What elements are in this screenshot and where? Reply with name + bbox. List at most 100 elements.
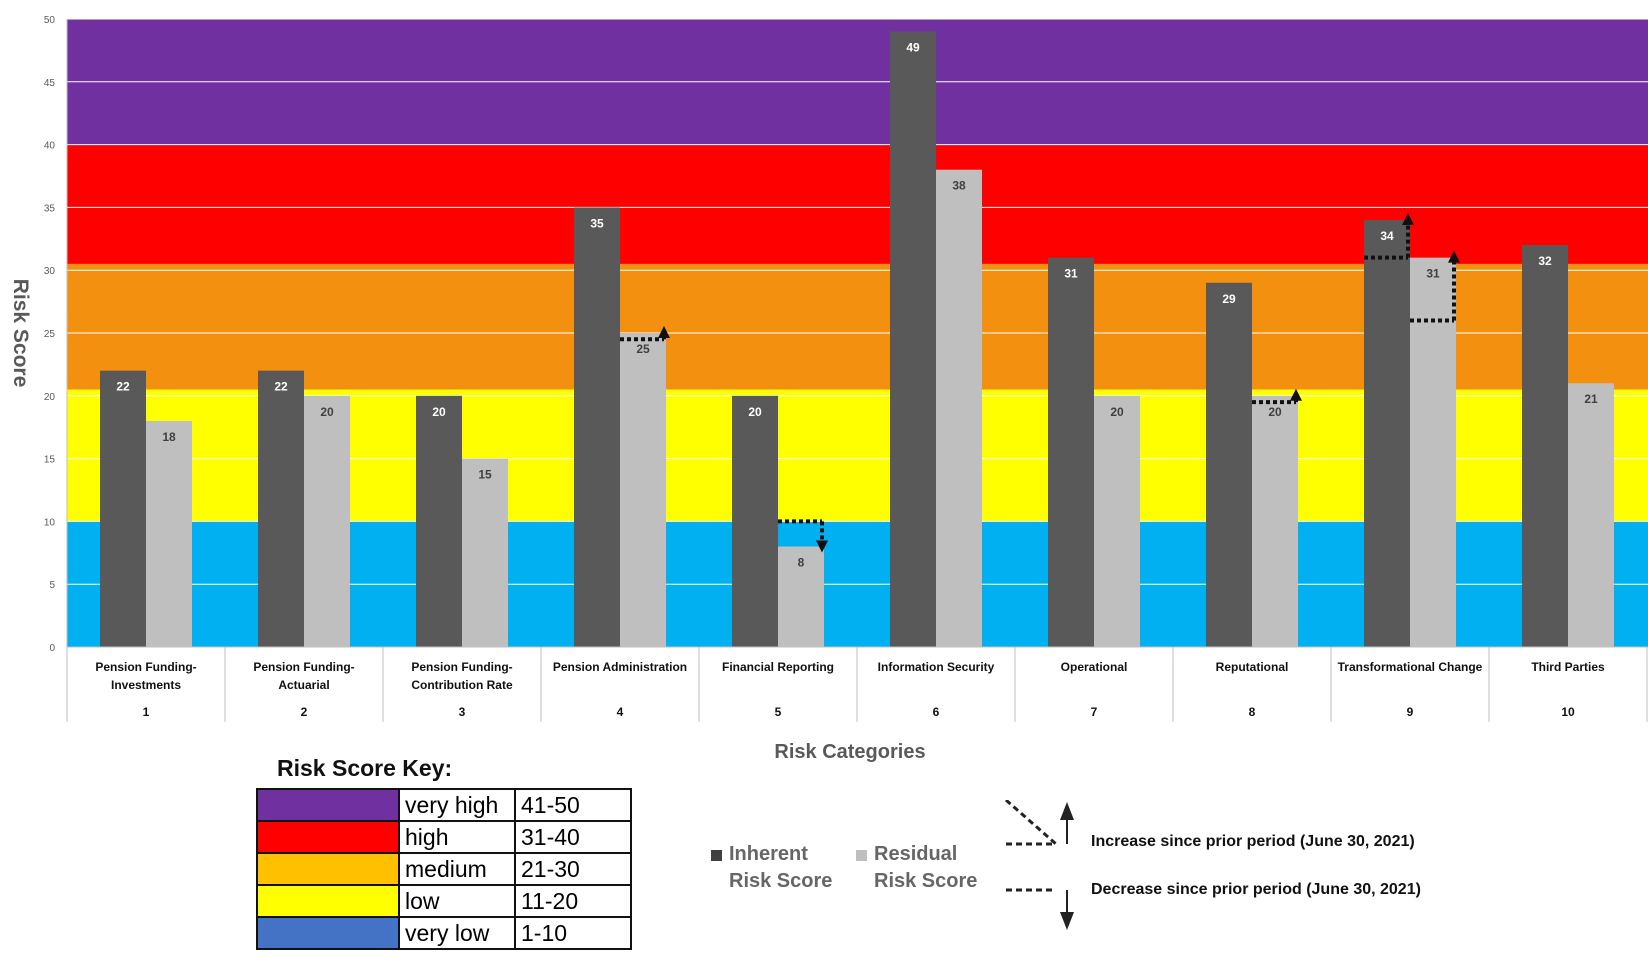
x-category-label-1: Investments <box>111 678 181 692</box>
inherent-value-label-9: 34 <box>1380 229 1394 243</box>
x-category-number-3: 3 <box>459 705 466 719</box>
x-category-label-2: Actuarial <box>278 678 329 692</box>
risk-key-label: medium <box>398 852 516 886</box>
residual-bar-10 <box>1568 383 1614 647</box>
residual-value-label-2: 20 <box>320 405 334 419</box>
inherent-bar-8 <box>1206 282 1252 647</box>
x-category-label-6: Information Security <box>878 660 995 674</box>
x-axis: Pension Funding- Investments 1 Pension Fund… <box>66 646 1648 722</box>
risk-key-range: 11-20 <box>514 884 632 918</box>
x-category-number-1: 1 <box>143 705 150 719</box>
increase-legend-text: Increase since prior period (June 30, 20… <box>1091 833 1415 850</box>
residual-bar-6 <box>936 169 982 647</box>
trend-up-arrow-3 <box>1402 212 1414 225</box>
risk-key-row: medium 21-30 <box>256 852 632 886</box>
y-tick-label: 45 <box>44 78 56 89</box>
residual-bar-9 <box>1410 257 1456 647</box>
residual-bar-3 <box>462 458 508 647</box>
inherent-value-label-3: 20 <box>432 405 446 419</box>
x-category-label-3: Contribution Rate <box>411 678 513 692</box>
residual-bar-1 <box>146 420 192 647</box>
y-tick-label: 15 <box>44 455 56 466</box>
risk-key-row: low 11-20 <box>256 884 632 918</box>
trend-down-arrow-1 <box>816 540 828 553</box>
risk-key-row: very low 1-10 <box>256 916 632 950</box>
x-axis-title-box: Risk Categories <box>774 741 926 763</box>
legend-inherent-line1: Inherent <box>729 843 808 865</box>
x-category-label-3: Pension Funding- <box>411 660 512 674</box>
residual-bar-5 <box>778 546 824 647</box>
inherent-bar-3 <box>416 395 462 647</box>
residual-bar-4 <box>620 333 666 647</box>
inherent-bar-6 <box>890 31 936 648</box>
x-category-label-1: Pension Funding- <box>95 660 196 674</box>
decrease-symbol <box>1006 888 1074 930</box>
risk-key-range: 31-40 <box>514 820 632 854</box>
trend-markers <box>620 212 1460 553</box>
inherent-value-label-5: 20 <box>748 405 762 419</box>
residual-value-label-1: 18 <box>162 430 176 444</box>
legend-inherent-line2: Risk Score <box>729 870 833 892</box>
x-category-label-7: Operational <box>1061 660 1128 674</box>
x-category-number-6: 6 <box>933 705 940 719</box>
inherent-bar-2 <box>258 370 304 647</box>
risk-band-3 <box>67 144 1648 264</box>
inherent-value-label-2: 22 <box>274 380 288 394</box>
residual-value-label-10: 21 <box>1584 392 1598 406</box>
x-category-number-4: 4 <box>617 705 624 719</box>
y-tick-label: 0 <box>49 643 55 654</box>
risk-key-range: 41-50 <box>514 788 632 822</box>
trend-up-arrow-4 <box>1448 250 1460 263</box>
inherent-value-label-8: 29 <box>1222 292 1236 306</box>
trend-up-arrow-2 <box>1290 388 1302 401</box>
legend-inherent-swatch <box>711 850 722 861</box>
legend-residual-line2: Risk Score <box>874 870 978 892</box>
x-category-number-8: 8 <box>1249 705 1256 719</box>
risk-key-swatch <box>256 852 400 886</box>
risk-key-row: very high 41-50 <box>256 788 632 822</box>
x-category-number-9: 9 <box>1407 705 1414 719</box>
x-category-label-4: Pension Administration <box>553 660 687 674</box>
x-category-number-2: 2 <box>301 705 308 719</box>
risk-key-row: high 31-40 <box>256 820 632 854</box>
inherent-value-label-6: 49 <box>906 41 920 55</box>
x-category-number-5: 5 <box>775 705 782 719</box>
risk-key-title: Risk Score Key: <box>277 755 453 781</box>
trend-up-arrow-0 <box>658 326 670 338</box>
increase-symbol <box>1005 800 1074 846</box>
x-category-number-7: 7 <box>1091 705 1098 719</box>
decrease-legend-text: Decrease since prior period (June 30, 20… <box>1091 881 1421 898</box>
residual-value-label-7: 20 <box>1110 405 1124 419</box>
risk-key-range: 1-10 <box>514 916 632 950</box>
risk-key-table: very high 41-50 high 31-40 medium 21-30 low 11-… <box>256 788 632 950</box>
x-category-label-9: Transformational Change <box>1338 660 1483 674</box>
legend-inherent: Inherent Risk Score <box>729 841 832 895</box>
residual-value-label-9: 31 <box>1426 267 1440 281</box>
inherent-bar-5 <box>732 395 778 647</box>
y-tick-label: 25 <box>44 329 56 340</box>
residual-bar-8 <box>1252 395 1298 647</box>
inherent-bar-1 <box>100 370 146 647</box>
inherent-value-label-4: 35 <box>590 216 604 230</box>
inherent-bar-10 <box>1522 245 1568 647</box>
inherent-value-label-10: 32 <box>1538 254 1552 268</box>
residual-value-label-4: 25 <box>636 342 650 356</box>
risk-key-swatch <box>256 820 400 854</box>
inherent-value-label-1: 22 <box>116 380 130 394</box>
y-tick-label: 50 <box>44 15 56 26</box>
residual-bar-2 <box>304 395 350 647</box>
x-category-label-8: Reputational <box>1216 660 1289 674</box>
risk-key-label: low <box>398 884 516 918</box>
legend-residual-line1: Residual <box>874 843 958 865</box>
risk-key-swatch <box>256 788 400 822</box>
legend-residual-swatch <box>856 850 867 861</box>
residual-value-label-5: 8 <box>798 556 805 570</box>
x-category-number-10: 10 <box>1561 705 1575 719</box>
inherent-value-label-7: 31 <box>1064 267 1078 281</box>
inherent-bar-4 <box>574 207 620 647</box>
x-category-label-5: Financial Reporting <box>722 660 834 674</box>
residual-bar-7 <box>1094 395 1140 647</box>
residual-value-label-8: 20 <box>1268 405 1282 419</box>
x-category-label-10: Third Parties <box>1531 660 1605 674</box>
